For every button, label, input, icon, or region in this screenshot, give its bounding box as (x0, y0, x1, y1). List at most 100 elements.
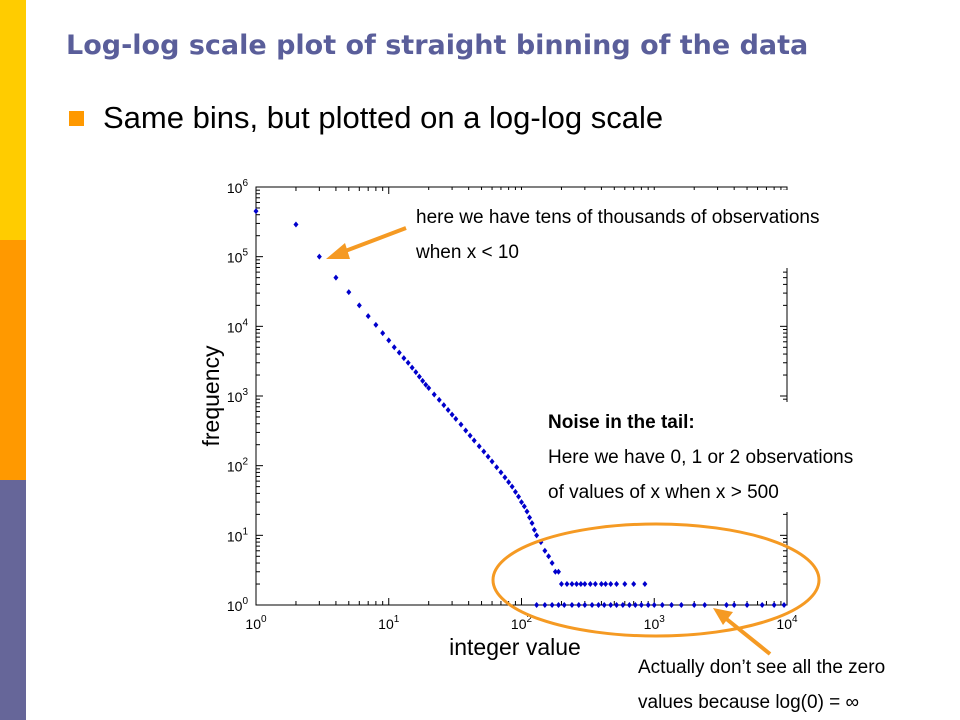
data-point (316, 253, 322, 260)
data-point (538, 539, 544, 546)
data-point (445, 406, 451, 413)
data-point (423, 381, 429, 388)
y-tick-label: 104 (227, 317, 249, 335)
data-point (659, 602, 665, 608)
data-point (534, 532, 540, 539)
top-annotation-line2: when x < 10 (416, 242, 519, 263)
y-tick-label: 100 (227, 596, 249, 614)
data-point (608, 581, 614, 588)
data-point (441, 402, 447, 409)
data-point (365, 313, 371, 320)
data-point (651, 602, 657, 608)
data-point (626, 602, 632, 608)
y-tick-label: 103 (227, 387, 249, 405)
data-point (356, 302, 362, 309)
data-point (519, 499, 524, 506)
data-point (759, 602, 765, 608)
noise-line1: Here we have 0, 1 or 2 observations (548, 447, 854, 468)
data-point (333, 274, 339, 281)
noise-heading: Noise in the tail: (548, 412, 695, 433)
data-point (549, 602, 555, 608)
data-point (458, 421, 464, 428)
x-tick-label: 103 (644, 614, 666, 632)
data-point (409, 364, 415, 371)
data-point (561, 602, 567, 608)
data-point (582, 602, 588, 608)
data-point (587, 581, 593, 588)
data-point (436, 396, 442, 403)
data-point (542, 547, 548, 554)
data-point (253, 208, 259, 215)
data-point (631, 581, 637, 588)
data-point (416, 373, 422, 380)
data-point (601, 602, 607, 608)
data-point (691, 602, 697, 608)
data-point (521, 503, 527, 510)
data-point (509, 483, 515, 490)
data-point (405, 359, 411, 366)
x-tick-label: 101 (378, 614, 400, 632)
y-tick-label: 106 (227, 178, 249, 196)
top-annotation-line1: here we have tens of thousands of observ… (416, 207, 820, 228)
noise-annotation: Noise in the tail: Here we have 0, 1 or … (548, 405, 853, 510)
data-point (426, 385, 432, 392)
data-point (622, 581, 628, 588)
bullet-text: Same bins, but plotted on a log-log scal… (103, 100, 664, 135)
data-point (527, 514, 533, 521)
data-point (669, 602, 675, 608)
data-point (574, 581, 580, 588)
data-point (592, 581, 598, 588)
data-point (642, 581, 648, 588)
data-point (386, 337, 392, 344)
y-tick-label: 101 (227, 526, 249, 544)
bottom-annotation-line2: values because log(0) = ∞ (638, 692, 860, 713)
data-point (702, 602, 708, 608)
top-annotation: here we have tens of thousands of observ… (416, 200, 819, 270)
data-point (603, 581, 609, 588)
x-tick-label: 102 (511, 614, 533, 632)
data-point (614, 581, 620, 588)
sidebar-strip-orange (0, 240, 26, 480)
y-axis-tick-labels: 100 101 102 103 104 105 106 (227, 178, 249, 614)
data-point (546, 553, 552, 560)
data-point (614, 602, 620, 608)
data-point (576, 602, 582, 608)
data-point (401, 355, 407, 362)
data-point (744, 602, 750, 608)
x-tick-label: 100 (245, 614, 267, 632)
data-point (645, 602, 651, 608)
data-point (293, 221, 299, 228)
noise-line2: of values of x when x > 500 (548, 482, 779, 503)
x-axis-label: integer value (449, 634, 581, 660)
sidebar-strip-yellow (0, 0, 26, 240)
data-point (498, 469, 504, 476)
data-point (396, 349, 402, 356)
data-point (512, 488, 518, 495)
data-point (589, 602, 595, 608)
data-point (529, 520, 535, 527)
data-point (638, 602, 644, 608)
data-point (373, 321, 379, 328)
data-point (564, 581, 570, 588)
data-point (431, 391, 437, 398)
noise-annotation-box (540, 402, 940, 512)
data-point (413, 369, 419, 376)
data-point (524, 508, 530, 515)
data-point (463, 427, 469, 434)
data-point (502, 474, 508, 481)
data-point (731, 602, 737, 608)
data-point (678, 602, 684, 608)
data-point (556, 602, 562, 608)
data-point (420, 377, 426, 384)
sidebar-strip-purple (0, 480, 26, 720)
data-point (569, 602, 575, 608)
data-point (582, 581, 588, 588)
data-point (467, 432, 473, 439)
data-point (723, 602, 729, 608)
data-point (449, 411, 455, 418)
bottom-annotation-line1: Actually don’t see all the zero (638, 657, 886, 678)
data-point (391, 344, 397, 351)
data-point (476, 443, 482, 450)
data-point (531, 526, 537, 533)
